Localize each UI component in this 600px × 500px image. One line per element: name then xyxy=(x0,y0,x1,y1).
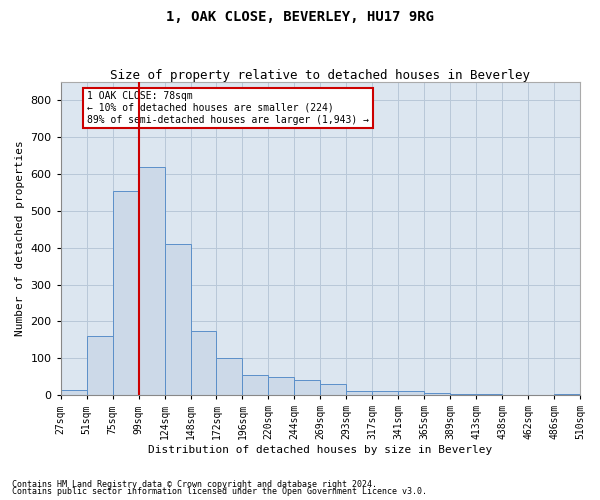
Text: 1, OAK CLOSE, BEVERLEY, HU17 9RG: 1, OAK CLOSE, BEVERLEY, HU17 9RG xyxy=(166,10,434,24)
Bar xyxy=(217,358,242,395)
X-axis label: Distribution of detached houses by size in Beverley: Distribution of detached houses by size … xyxy=(148,445,493,455)
Bar xyxy=(372,392,398,395)
Bar xyxy=(113,190,139,395)
Bar xyxy=(164,244,191,395)
Bar xyxy=(139,166,164,395)
Bar xyxy=(295,380,320,395)
Bar xyxy=(61,390,86,395)
Bar xyxy=(242,375,268,395)
Text: Contains HM Land Registry data © Crown copyright and database right 2024.: Contains HM Land Registry data © Crown c… xyxy=(12,480,377,489)
Bar xyxy=(398,392,424,395)
Bar xyxy=(268,376,295,395)
Bar xyxy=(450,394,476,395)
Title: Size of property relative to detached houses in Beverley: Size of property relative to detached ho… xyxy=(110,69,530,82)
Bar xyxy=(424,394,450,395)
Text: Contains public sector information licensed under the Open Government Licence v3: Contains public sector information licen… xyxy=(12,487,427,496)
Bar xyxy=(346,392,372,395)
Bar xyxy=(476,394,502,395)
Bar xyxy=(191,330,217,395)
Bar xyxy=(554,394,580,395)
Bar xyxy=(320,384,346,395)
Y-axis label: Number of detached properties: Number of detached properties xyxy=(15,140,25,336)
Bar xyxy=(86,336,113,395)
Text: 1 OAK CLOSE: 78sqm
← 10% of detached houses are smaller (224)
89% of semi-detach: 1 OAK CLOSE: 78sqm ← 10% of detached hou… xyxy=(86,92,368,124)
